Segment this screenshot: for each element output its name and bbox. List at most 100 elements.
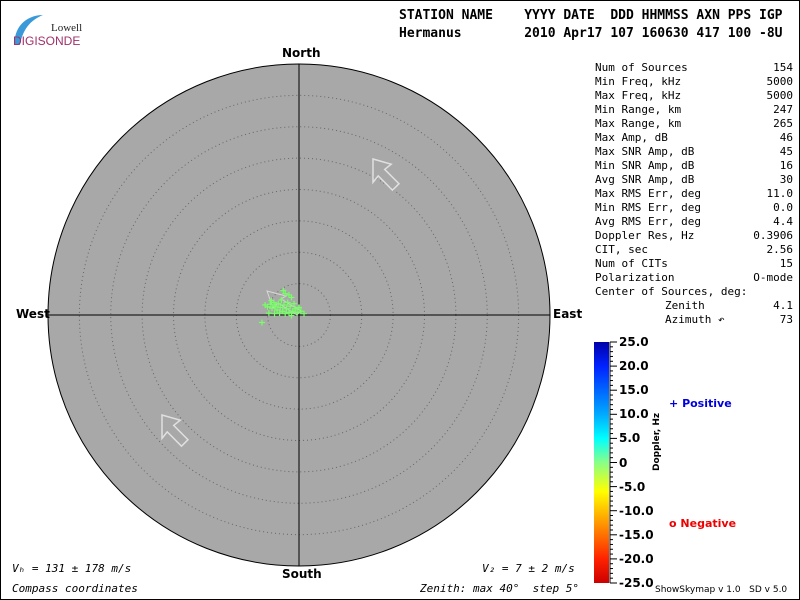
source-point <box>272 303 279 310</box>
circle-icon: o <box>669 517 677 530</box>
stat-row: Max Freq, kHz 5000 <box>595 89 793 103</box>
stat-label: Min RMS Err, deg <box>595 201 701 214</box>
colorbar-tick-label: -25.0 <box>619 576 654 590</box>
stat-value: 15 <box>779 257 793 270</box>
stat-row: Doppler Res, Hz 0.3906 <box>595 229 793 243</box>
source-point <box>282 310 289 317</box>
zenith-label: Zenith <box>665 299 705 312</box>
colorbar-title: Doppler, Hz <box>652 412 662 471</box>
stat-label: Max RMS Err, deg <box>595 187 701 200</box>
center-of-sources: Center of Sources, deg: Zenith 4.1 Azimut… <box>595 285 793 327</box>
stat-row: Avg SNR Amp, dB 30 <box>595 173 793 187</box>
source-point <box>294 309 301 316</box>
east-label: East <box>553 307 583 321</box>
drift-arrow-icon <box>161 414 190 448</box>
source-point <box>265 310 272 317</box>
colorbar-tick-label: -10.0 <box>619 503 654 518</box>
source-point <box>277 304 284 311</box>
stat-label: Min Range, km <box>595 103 682 116</box>
stat-value: 247 <box>773 103 793 116</box>
stat-label: Num of Sources <box>595 61 688 74</box>
stat-value: 154 <box>773 61 793 74</box>
south-label: South <box>282 567 322 581</box>
source-point <box>269 305 276 312</box>
stat-value: 30 <box>779 173 793 186</box>
stat-label: Max Range, km <box>595 117 682 130</box>
source-point <box>285 309 292 316</box>
coordinate-system: Compass coordinates <box>12 582 138 595</box>
stat-row: Min Freq, kHz 5000 <box>595 75 793 89</box>
stat-label: Avg RMS Err, deg <box>595 215 701 228</box>
stat-row: Min Range, km 247 <box>595 103 793 117</box>
source-point <box>258 319 265 326</box>
zenith-scale: Zenith: max 40° step 5° <box>420 582 579 595</box>
colorbar-tick-label: 5.0 <box>619 431 641 446</box>
horizontal-velocity: Vₕ = 131 ± 178 m/s <box>12 562 132 575</box>
stat-row: Min SNR Amp, dB 16 <box>595 159 793 173</box>
source-point <box>290 300 297 307</box>
source-point <box>275 300 282 307</box>
svg-text:Lowell: Lowell <box>51 22 82 34</box>
stat-value: 2.56 <box>766 243 794 256</box>
stat-value: 4.4 <box>773 215 793 228</box>
colorbar-tick-label: 0 <box>619 455 628 470</box>
stat-row: Num of CITs 15 <box>595 257 793 271</box>
stat-value: 5000 <box>766 89 794 102</box>
colorbar-tick-label: -20.0 <box>619 551 654 566</box>
source-point <box>285 291 292 298</box>
stat-label: Doppler Res, Hz <box>595 229 695 242</box>
stat-row: Max SNR Amp, dB 45 <box>595 145 793 159</box>
stat-row: Avg RMS Err, deg 4.4 <box>595 215 793 229</box>
stat-row: Polarization O-mode <box>595 271 793 285</box>
colorbar-tick-label: 15.0 <box>619 383 649 398</box>
legend-negative-label: Negative <box>680 517 737 530</box>
stat-label: Min SNR Amp, dB <box>595 159 695 172</box>
colorbar-tick-label: 25.0 <box>619 335 649 349</box>
stat-value: 16 <box>779 159 793 172</box>
stat-label: Num of CITs <box>595 257 668 270</box>
stat-label: Polarization <box>595 271 675 284</box>
source-point <box>297 308 304 315</box>
source-point <box>280 301 287 308</box>
stat-value: O-mode <box>753 271 793 284</box>
source-point <box>271 310 278 317</box>
azimuth-value: 73 <box>779 313 793 326</box>
source-point <box>301 310 308 317</box>
colorbar-tick-label: 10.0 <box>619 407 649 422</box>
source-point <box>280 287 287 294</box>
header-labels: STATION NAME YYYY DATE DDD HHMMSS AXN PP… <box>399 8 783 23</box>
stat-label: CIT, sec <box>595 243 648 256</box>
source-point <box>283 305 290 312</box>
source-point <box>284 299 291 306</box>
stat-value: 0.3906 <box>753 229 793 242</box>
source-point <box>274 306 281 313</box>
stat-label: Avg SNR Amp, dB <box>595 173 695 186</box>
source-point <box>268 297 275 304</box>
stat-row: CIT, sec 2.56 <box>595 243 793 257</box>
version-info: ShowSkymap v 1.0 SD v 5.0 <box>655 585 788 595</box>
azimuth-label: Azimuth ↶ <box>665 313 725 326</box>
stat-value: 0.0 <box>773 201 793 214</box>
source-point <box>276 310 283 317</box>
stat-value: 46 <box>779 131 793 144</box>
header-values: Hermanus 2010 Apr17 107 160630 417 100 -… <box>399 26 783 41</box>
stat-row: Max Range, km 265 <box>595 117 793 131</box>
west-label: West <box>16 307 50 321</box>
source-point <box>288 312 295 319</box>
source-point <box>292 305 299 312</box>
source-point <box>267 301 274 308</box>
plus-icon: + <box>669 397 679 410</box>
legend-positive-label: Positive <box>682 397 732 410</box>
stat-row: Max Amp, dB 46 <box>595 131 793 145</box>
colorbar-tick-label: 20.0 <box>619 359 649 374</box>
colorbar-tick-label: -15.0 <box>619 527 654 542</box>
zenith-value: 4.1 <box>773 299 793 312</box>
colorbar-tick-label: -5.0 <box>619 479 646 494</box>
stat-label: Max Freq, kHz <box>595 89 682 102</box>
source-point <box>296 304 302 311</box>
stat-label: Max Amp, dB <box>595 131 668 144</box>
svg-text:DIGISONDE: DIGISONDE <box>13 34 80 48</box>
source-point <box>282 290 289 297</box>
